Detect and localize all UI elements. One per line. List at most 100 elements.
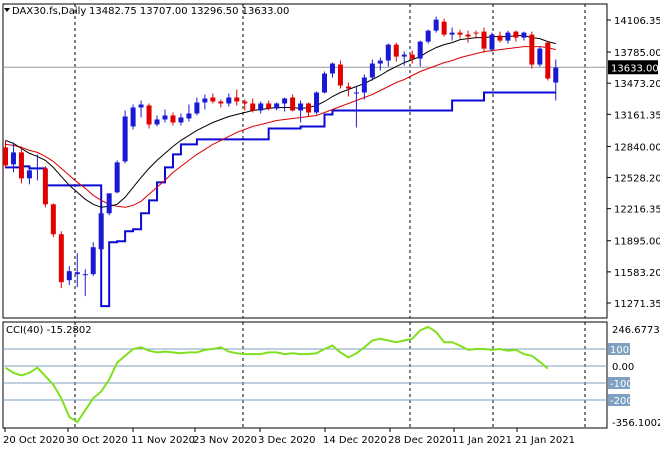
candle-body — [393, 44, 399, 57]
price-axis-label: 11271.35 — [614, 299, 660, 310]
candles — [3, 16, 559, 297]
candle — [465, 30, 471, 43]
candle — [409, 50, 415, 64]
candle — [393, 42, 399, 62]
candle — [210, 93, 216, 104]
trailing-stop-line — [5, 91, 556, 308]
candle — [202, 94, 208, 110]
candle-body — [529, 34, 535, 65]
candle — [98, 210, 104, 253]
candle-body — [106, 193, 112, 214]
candle — [10, 142, 16, 173]
candle — [433, 16, 439, 33]
candle — [162, 109, 168, 123]
candle — [521, 31, 527, 41]
candle-body — [361, 77, 367, 93]
price-axis-label: 12528.20 — [614, 174, 660, 185]
candle — [473, 30, 479, 39]
candle — [457, 29, 463, 39]
cci-panel-frame — [2, 321, 608, 429]
current-price-tag — [608, 60, 658, 75]
candle — [26, 169, 32, 185]
candle — [194, 97, 200, 116]
candle-body — [337, 64, 343, 86]
candle-body — [226, 97, 232, 104]
time-axis-label: 20 Oct 2020 — [3, 435, 65, 446]
candle — [250, 98, 256, 113]
candle-body — [98, 213, 104, 250]
candle-body — [234, 97, 240, 102]
price-axis-label: 11895.00 — [614, 237, 660, 248]
candle — [106, 193, 112, 216]
cci-panel — [3, 325, 607, 424]
time-axis-label: 11 Jan 2021 — [452, 435, 512, 446]
candle — [513, 30, 519, 42]
candle — [258, 101, 264, 114]
candle — [90, 242, 96, 277]
candle — [50, 203, 56, 238]
candle-body — [465, 34, 471, 37]
candle-body — [266, 103, 272, 109]
candle-body — [3, 147, 8, 166]
candle-body — [90, 247, 96, 275]
candle — [425, 29, 431, 44]
candle — [42, 166, 48, 208]
time-axis-label: 11 Nov 2020 — [131, 435, 195, 446]
time-axis-label: 21 Jan 2021 — [515, 435, 575, 446]
candle — [417, 40, 423, 67]
candle — [497, 31, 503, 43]
candle-body — [425, 30, 431, 42]
candle-body — [210, 97, 216, 102]
cci-min-label: -356.1002 — [612, 418, 660, 429]
symbol-dropdown-icon[interactable] — [4, 8, 10, 12]
candle-body — [345, 86, 351, 89]
candle — [170, 112, 176, 126]
candle-body — [66, 271, 72, 281]
cci-level-label: 0.00 — [612, 362, 634, 373]
candle-body — [170, 115, 176, 123]
candle — [353, 86, 359, 128]
candle — [553, 59, 559, 101]
candle — [529, 31, 535, 69]
candle — [82, 269, 88, 297]
ema-slow-line — [5, 46, 556, 208]
candle-body — [369, 63, 375, 78]
time-axis-label: 3 Dec 2020 — [258, 435, 316, 446]
grid — [2, 3, 608, 429]
candle — [122, 110, 128, 164]
candle — [314, 91, 320, 115]
cci-level-tag — [608, 343, 630, 355]
price-axis-label: 13161.35 — [614, 110, 660, 121]
candle-body — [513, 31, 519, 38]
time-axis-label: 23 Nov 2020 — [193, 435, 257, 446]
candle — [322, 71, 327, 94]
cci-max-label: 246.6773 — [612, 325, 660, 336]
cci-line — [4, 325, 549, 424]
candle — [178, 113, 184, 126]
candle — [361, 74, 367, 100]
price-axis-label: 11583.20 — [614, 268, 660, 279]
candle-body — [26, 170, 32, 179]
time-axis-label: 14 Dec 2020 — [323, 435, 387, 446]
candle — [266, 100, 272, 111]
candle-body — [138, 104, 144, 108]
time-axis-label: 30 Oct 2020 — [66, 435, 128, 446]
candle — [146, 103, 152, 129]
candle-body — [186, 113, 192, 119]
price-axis-label: 13785.00 — [614, 48, 660, 59]
candle — [66, 266, 72, 286]
candle-body — [457, 32, 463, 35]
candle — [282, 97, 288, 112]
candle-body — [314, 92, 320, 113]
candle — [218, 99, 224, 108]
candle-body — [473, 32, 479, 34]
candle-body — [545, 42, 551, 79]
candle-body — [42, 168, 48, 205]
candle-body — [50, 204, 56, 235]
candle-body — [218, 101, 224, 104]
candle-body — [489, 34, 495, 50]
current-price-text: 13633.00 — [611, 63, 659, 74]
candle — [138, 100, 144, 118]
candle-body — [322, 73, 327, 93]
